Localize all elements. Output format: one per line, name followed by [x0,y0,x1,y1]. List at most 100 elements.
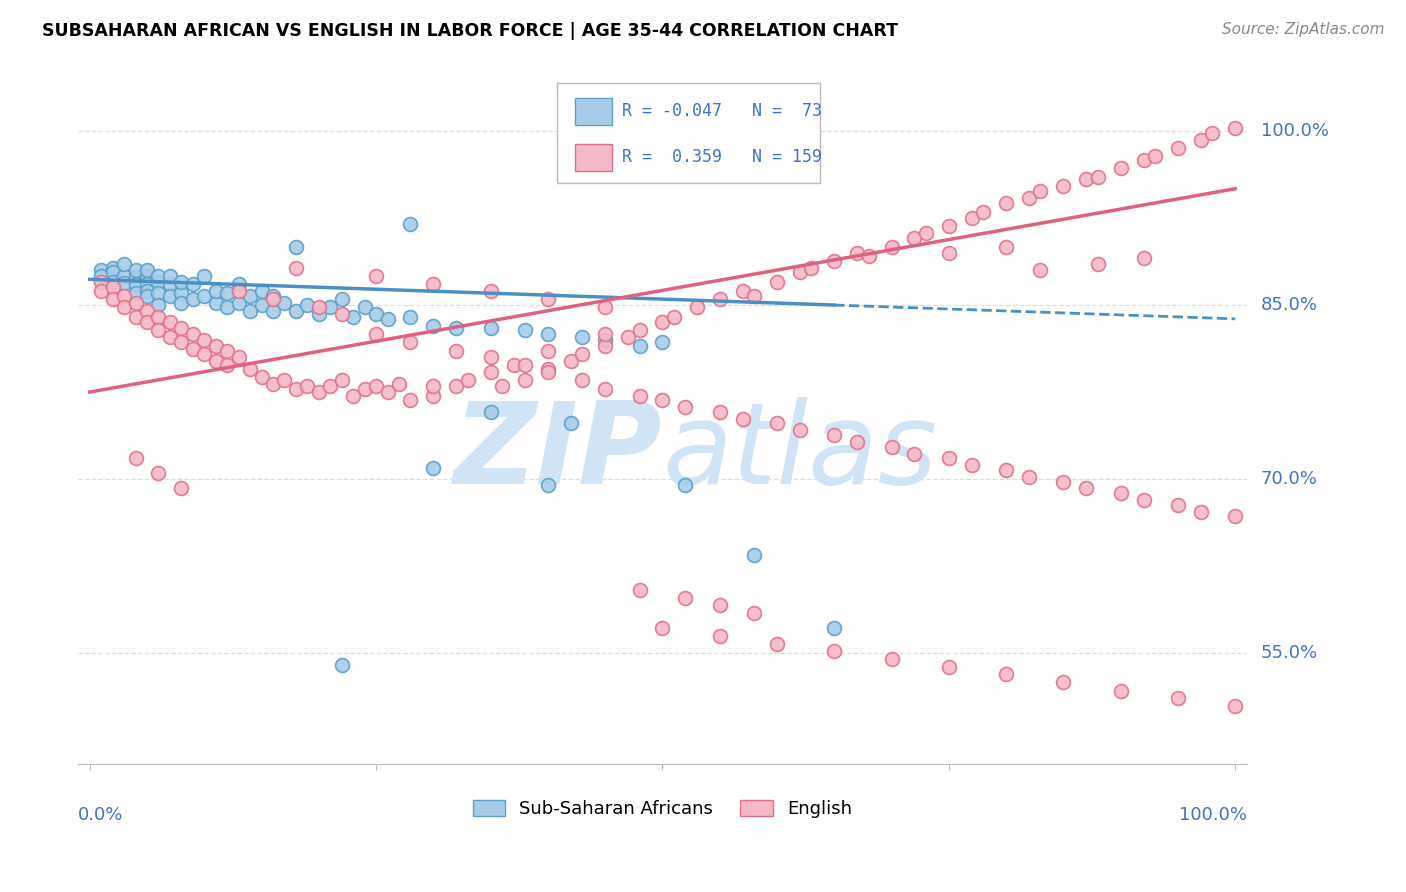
Point [513,373,536,387]
Point [250,298,273,312]
Point [537,365,560,379]
Point [709,405,731,419]
Point [766,275,789,289]
Point [1189,505,1212,519]
Point [593,333,616,347]
Point [101,280,124,294]
Point [342,388,364,402]
Text: 0.0%: 0.0% [79,806,124,824]
Point [1167,141,1189,155]
Point [571,373,593,387]
Point [846,435,869,450]
Point [353,382,375,396]
Point [880,652,903,666]
Point [709,598,731,612]
Point [571,347,593,361]
Point [846,245,869,260]
Point [90,284,112,298]
Point [880,240,903,254]
Point [399,217,422,231]
Point [124,286,146,301]
Point [446,379,468,393]
Point [284,382,307,396]
Point [124,310,146,324]
Point [284,260,307,275]
Point [399,310,422,324]
Point [297,379,319,393]
Point [112,276,135,290]
Point [217,300,239,314]
Point [159,288,181,302]
Point [181,326,204,341]
Point [124,277,146,291]
Point [250,370,273,384]
Point [193,268,215,283]
Point [262,376,284,391]
Point [388,376,411,391]
Point [262,303,284,318]
Point [204,284,226,298]
Point [124,295,146,310]
Point [193,347,215,361]
Point [193,288,215,302]
Point [90,268,112,283]
Point [112,268,135,283]
Point [662,310,685,324]
Point [560,353,582,368]
Point [193,333,215,347]
Point [217,359,239,373]
Point [297,298,319,312]
Point [731,411,754,425]
Point [446,321,468,335]
Point [1189,133,1212,147]
Point [239,288,262,302]
Point [273,295,295,310]
Point [228,350,250,364]
Point [319,300,342,314]
Point [90,263,112,277]
Point [995,240,1018,254]
Point [1167,498,1189,512]
Point [239,361,262,376]
Point [1076,172,1098,186]
Text: SUBSAHARAN AFRICAN VS ENGLISH IN LABOR FORCE | AGE 35-44 CORRELATION CHART: SUBSAHARAN AFRICAN VS ENGLISH IN LABOR F… [42,22,898,40]
Point [170,321,193,335]
Point [1132,153,1154,167]
Point [1143,149,1166,163]
Point [731,284,754,298]
Point [364,268,387,283]
Point [858,249,880,263]
Point [170,482,193,496]
Point [651,393,673,408]
Point [651,315,673,329]
Point [228,284,250,298]
Point [112,300,135,314]
Point [1052,179,1074,194]
Point [479,365,502,379]
Point [628,582,651,597]
Point [308,385,330,400]
Point [148,467,170,481]
Point [1109,683,1132,698]
Point [353,300,375,314]
Point [90,275,112,289]
Point [136,288,159,302]
Point [823,253,845,268]
Point [995,195,1018,210]
FancyBboxPatch shape [557,84,820,183]
Point [170,286,193,301]
Point [342,310,364,324]
Point [537,326,560,341]
Point [364,379,387,393]
Point [938,660,960,674]
Point [628,388,651,402]
Point [972,205,994,219]
Point [1109,486,1132,500]
Point [101,265,124,279]
Point [1087,170,1109,185]
Point [330,373,353,387]
Point [124,451,146,466]
Point [330,292,353,306]
Point [457,373,479,387]
Point [502,359,524,373]
